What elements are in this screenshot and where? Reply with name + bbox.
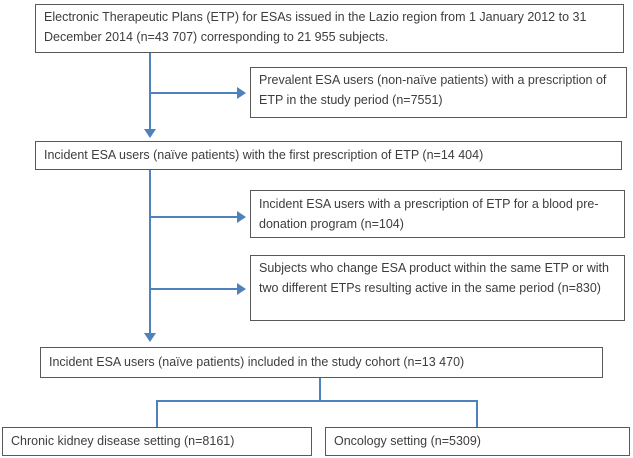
arrowhead-right	[237, 87, 246, 99]
box-pre-donation-excluded: Incident ESA users with a prescription o…	[250, 190, 625, 238]
connector-source-to-incident	[149, 53, 151, 129]
connector-cohort-stub	[319, 378, 321, 400]
arrowhead-down	[144, 333, 156, 342]
arrowhead-right	[237, 211, 246, 223]
connector-incident-to-cohort	[149, 170, 151, 333]
box-etp-source: Electronic Therapeutic Plans (ETP) for E…	[35, 4, 624, 53]
box-prevalent-users-excluded: Prevalent ESA users (non-naïve patients)…	[250, 67, 627, 118]
connector-to-ckd-setting	[156, 400, 158, 427]
arrowhead-right	[237, 283, 246, 295]
connector-to-oncology-setting	[476, 400, 478, 427]
box-ckd-setting: Chronic kidney disease setting (n=8161)	[2, 427, 312, 456]
box-study-cohort: Incident ESA users (naïve patients) incl…	[40, 347, 603, 378]
box-oncology-setting: Oncology setting (n=5309)	[325, 427, 630, 456]
arrowhead-down	[144, 129, 156, 138]
connector-to-prevalent-excluded	[150, 92, 237, 94]
connector-to-product-switch-excluded	[150, 288, 237, 290]
connector-to-pre-donation-excluded	[150, 216, 237, 218]
box-incident-esa-users: Incident ESA users (naïve patients) with…	[35, 141, 622, 170]
box-product-switch-excluded: Subjects who change ESA product within t…	[250, 255, 625, 321]
connector-split-horizontal	[156, 400, 478, 402]
